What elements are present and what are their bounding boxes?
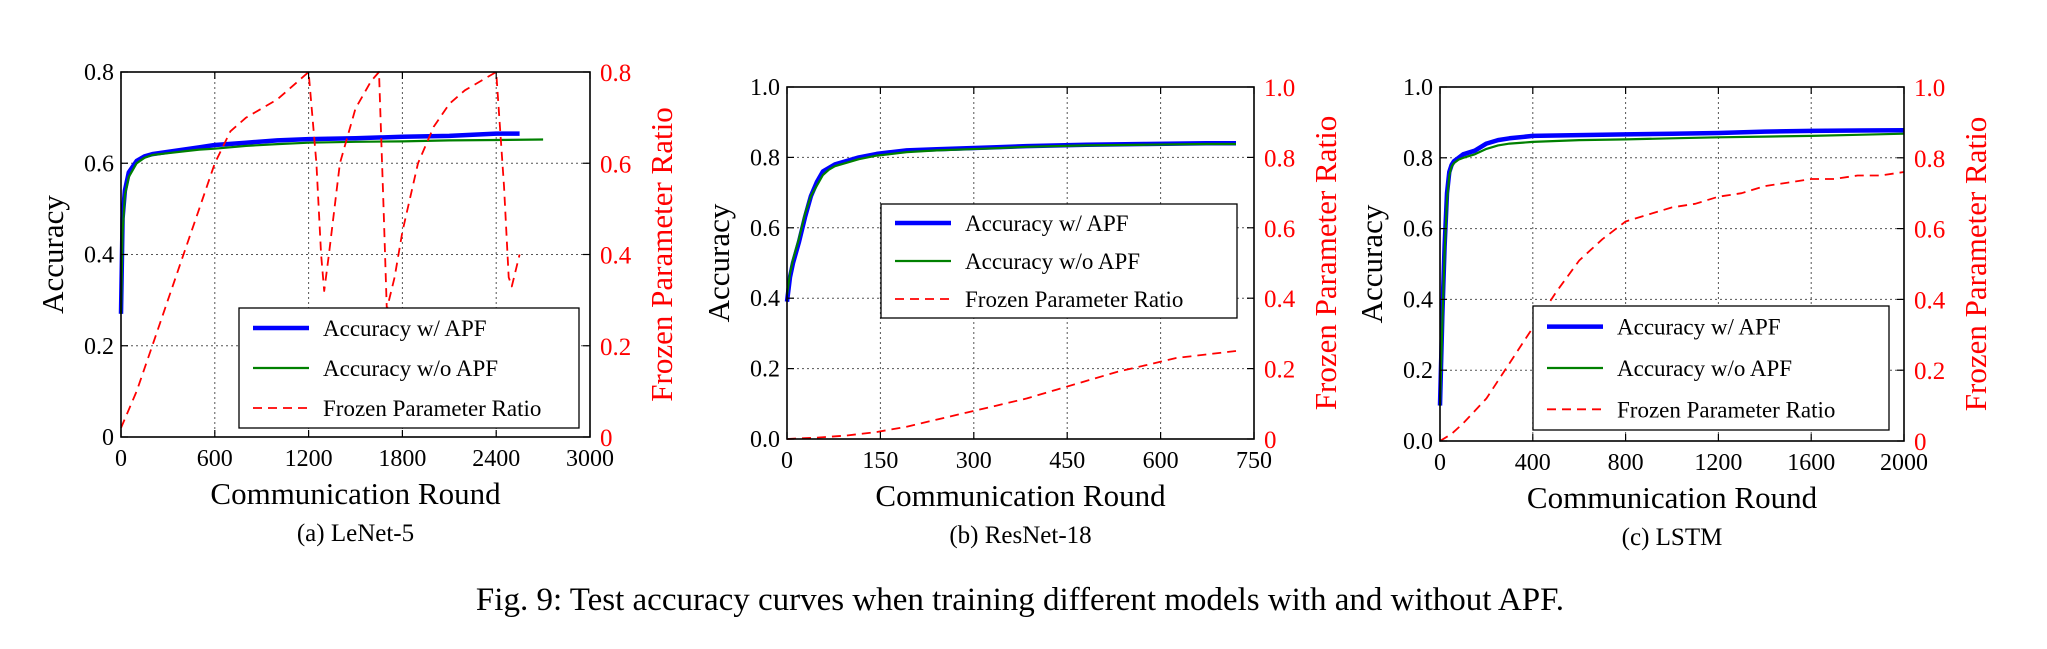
legend-label: Accuracy w/ APF [1617,315,1781,340]
x-tick-label: 0 [1434,450,1446,476]
y2-axis-label: Frozen Parameter Ratio [644,107,679,401]
x-tick-label: 3000 [566,446,614,472]
panel-subtitle: (c) LSTM [1622,524,1723,551]
y2-tick-label: 0.2 [600,334,631,361]
y2-tick-label: 0 [600,425,613,452]
y2-tick-label: 0.8 [1914,146,1945,173]
plot-frame [786,86,1255,440]
legend-label: Frozen Parameter Ratio [1617,397,1835,422]
series-line-2 [785,142,1236,295]
x-tick-label: 400 [1515,450,1551,476]
legend-label: Frozen Parameter Ratio [965,287,1183,312]
x-tick-label: 0 [781,448,793,474]
y2-tick-label: 0.4 [1914,287,1946,314]
x-tick-label: 800 [1608,450,1644,476]
y-tick-label: 0.8 [1403,146,1433,172]
y2-tick-label: 0.4 [600,243,632,270]
figure-caption: Fig. 9: Test accuracy curves when traini… [476,582,1564,618]
x-tick-label: 750 [1236,448,1272,474]
legend-label: Accuracy w/o APF [1617,356,1792,381]
legend: Accuracy w/ APF Accuracy w/o APF Frozen Pa… [1532,305,1890,431]
y-tick-label: 1.0 [750,75,780,101]
panel-subtitle: (a) LeNet-5 [297,520,414,547]
x-axis-label: Communication Round [210,476,501,511]
y2-tick-label: 1.0 [1264,75,1295,102]
y2-tick-label: 0.6 [600,151,631,178]
y-tick-label: 0.4 [1403,287,1433,313]
y2-tick-label: 0.2 [1914,358,1945,385]
y2-tick-label: 0 [1914,429,1927,456]
x-tick-label: 300 [956,448,992,474]
legend: Accuracy w/ APF Accuracy w/o APF Frozen Pa… [880,203,1238,319]
y-tick-label: 0.2 [1403,358,1433,384]
x-tick-label: 1200 [285,446,333,472]
y-tick-label: 0.6 [1403,217,1433,243]
series-line-3 [786,350,1237,440]
x-tick-label: 150 [862,448,898,474]
x-tick-label: 0 [115,446,127,472]
x-tick-label: 450 [1049,448,1085,474]
legend-label: Accuracy w/o APF [323,356,498,381]
x-tick-label: 1800 [378,446,426,472]
y-tick-label: 0.0 [750,427,780,453]
series-line-2 [119,138,544,314]
y2-tick-label: 0.4 [1264,286,1296,313]
x-tick-label: 2000 [1880,450,1928,476]
y2-tick-label: 0.2 [1264,357,1295,384]
y-tick-label: 0.2 [84,334,114,360]
y-tick-label: 0.2 [750,357,780,383]
plot-frame [1439,86,1905,442]
series-line-2 [1438,132,1905,406]
y2-tick-label: 0 [1264,427,1277,454]
x-tick-label: 1600 [1787,450,1835,476]
legend-label: Accuracy w/ APF [323,316,487,341]
y-tick-label: 0 [102,425,114,451]
y2-axis-label: Frozen Parameter Ratio [1958,117,1993,411]
y2-tick-label: 1.0 [1914,75,1945,102]
x-tick-label: 600 [197,446,233,472]
chart-panel-1: 0 600 1200 1800 2400 300000.20.40.60.800.20.4… [35,60,679,547]
chart-panel-3: 0 400 800 1200 1600 2000 0.0 0.2 0.4 0.6 0.8 1.0 0 0.… [1354,75,1993,551]
x-axis-label: Communication Round [875,478,1166,513]
y-tick-label: 0.0 [1403,429,1433,455]
x-tick-label: 600 [1143,448,1179,474]
legend-label: Accuracy w/ APF [965,211,1129,236]
y2-tick-label: 0.6 [1264,216,1295,243]
y-tick-label: 0.4 [84,243,114,269]
y-axis-label: Accuracy [701,203,736,322]
legend: Accuracy w/ APF Accuracy w/o APF Frozen Pa… [238,307,580,429]
y2-tick-label: 0.8 [600,60,631,87]
x-axis-label: Communication Round [1527,480,1818,515]
y-axis-label: Accuracy [1354,204,1389,323]
x-tick-label: 2400 [472,446,520,472]
x-tick-label: 1200 [1694,450,1742,476]
y-tick-label: 0.6 [750,216,780,242]
legend-label: Frozen Parameter Ratio [323,396,541,421]
y-axis-label: Accuracy [35,195,70,314]
panel-subtitle: (b) ResNet-18 [949,522,1091,549]
y-tick-label: 1.0 [1403,75,1433,101]
series-line-1 [118,131,520,314]
y-tick-label: 0.8 [750,145,780,171]
chart-panel-2: 0 150 300 450 600 750 0.0 0.2 0.4 0.6 0.8 1.0 0 0.2 0.… [701,75,1343,549]
y-tick-label: 0.4 [750,286,780,312]
y-tick-label: 0.8 [84,60,114,86]
y-tick-label: 0.6 [84,151,114,177]
legend-label: Accuracy w/o APF [965,249,1140,274]
y2-axis-label: Frozen Parameter Ratio [1308,116,1343,410]
y2-tick-label: 0.8 [1264,145,1295,172]
y2-tick-label: 0.6 [1914,217,1945,244]
